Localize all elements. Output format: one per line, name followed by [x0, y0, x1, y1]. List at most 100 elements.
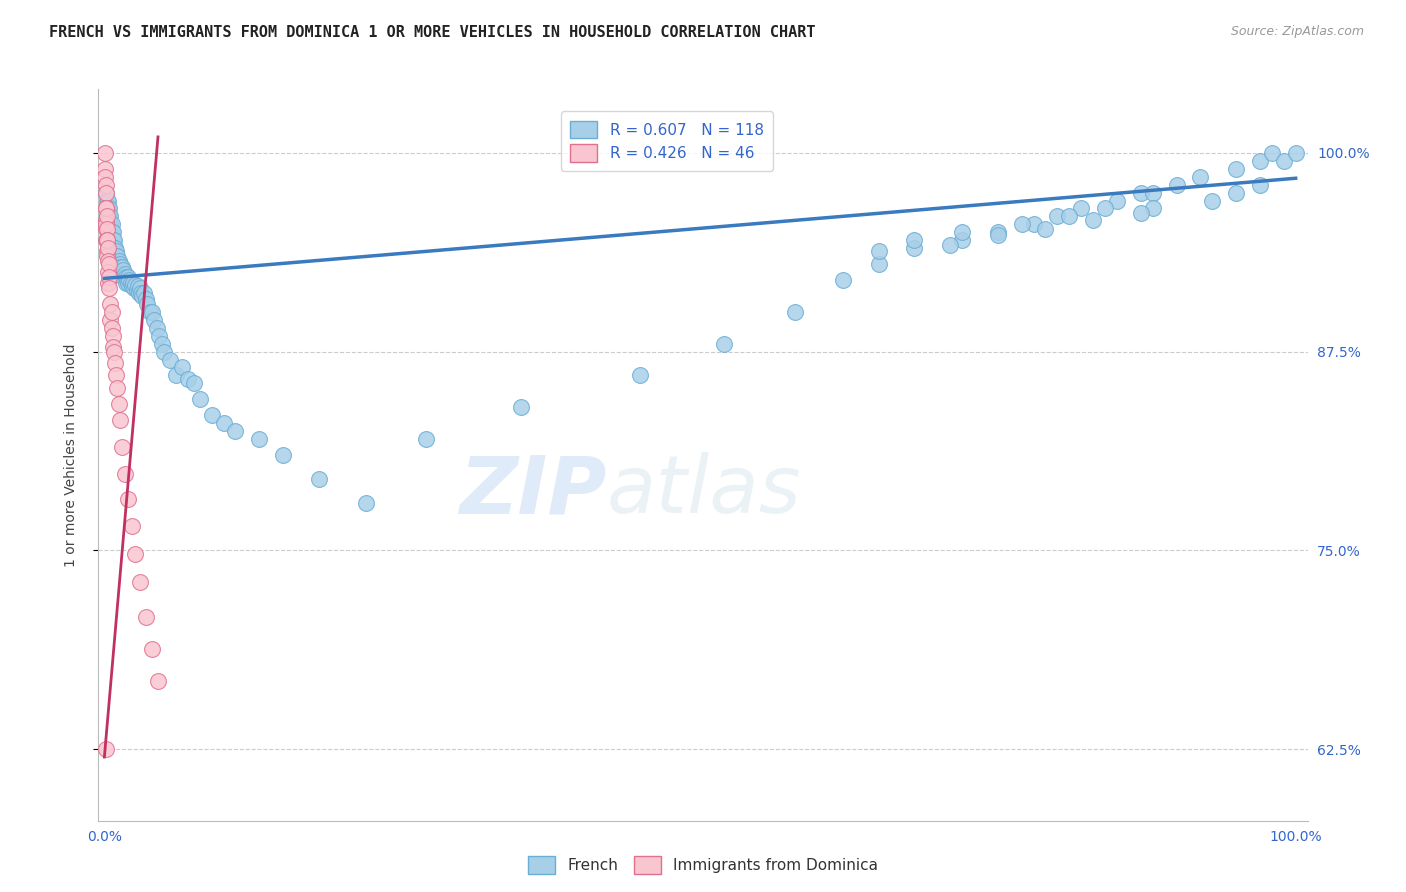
Point: [114, 267, 136, 281]
Point: [112, 269, 135, 284]
Point: [97, 218, 120, 232]
Point: [107, 260, 129, 275]
Point: [1070, 202, 1092, 216]
Legend: R = 0.607   N = 118, R = 0.426   N = 46: R = 0.607 N = 118, R = 0.426 N = 46: [561, 112, 773, 171]
Point: [94, 742, 117, 756]
Point: [114, 276, 136, 290]
Point: [117, 269, 139, 284]
Point: [94, 178, 117, 192]
Point: [114, 269, 136, 284]
Point: [132, 285, 155, 300]
Point: [94, 233, 117, 247]
Point: [1094, 202, 1116, 216]
Point: [105, 368, 128, 383]
Point: [271, 448, 294, 462]
Y-axis label: 1 or more Vehicles in Household: 1 or more Vehicles in Household: [63, 343, 77, 566]
Point: [1129, 186, 1152, 200]
Point: [950, 233, 973, 247]
Point: [510, 401, 533, 415]
Point: [98, 312, 121, 326]
Point: [100, 225, 122, 239]
Point: [98, 269, 121, 284]
Point: [111, 260, 134, 275]
Point: [183, 376, 205, 391]
Point: [114, 467, 136, 481]
Point: [415, 432, 437, 446]
Point: [100, 218, 122, 232]
Point: [950, 225, 973, 239]
Point: [120, 276, 142, 290]
Point: [785, 305, 807, 319]
Point: [101, 340, 124, 354]
Point: [177, 371, 200, 385]
Point: [1142, 202, 1164, 216]
Point: [1129, 206, 1152, 220]
Point: [96, 249, 118, 263]
Point: [96, 218, 118, 232]
Point: [97, 276, 120, 290]
Point: [100, 233, 122, 247]
Point: [112, 263, 135, 277]
Point: [129, 575, 152, 590]
Point: [146, 673, 169, 688]
Point: [101, 328, 124, 343]
Point: [1225, 161, 1247, 176]
Point: [1201, 194, 1223, 208]
Point: [98, 225, 121, 239]
Point: [97, 194, 120, 208]
Point: [1105, 194, 1128, 208]
Point: [148, 328, 170, 343]
Point: [135, 292, 157, 306]
Point: [104, 249, 127, 263]
Point: [987, 228, 1010, 243]
Point: [224, 424, 246, 438]
Point: [110, 260, 132, 275]
Point: [124, 547, 146, 561]
Point: [98, 281, 121, 295]
Point: [128, 285, 150, 300]
Point: [136, 297, 159, 311]
Point: [868, 244, 890, 259]
Point: [104, 241, 127, 255]
Point: [94, 169, 117, 184]
Point: [141, 305, 163, 319]
Point: [121, 279, 143, 293]
Point: [98, 202, 121, 216]
Point: [143, 312, 166, 326]
Point: [1022, 218, 1045, 232]
Point: [105, 244, 128, 259]
Text: atlas: atlas: [606, 452, 801, 531]
Point: [98, 297, 121, 311]
Point: [103, 344, 125, 359]
Point: [135, 610, 157, 624]
Point: [165, 368, 187, 383]
Point: [98, 218, 121, 232]
Point: [103, 241, 125, 255]
Point: [107, 381, 129, 395]
Point: [94, 202, 117, 216]
Point: [94, 186, 117, 200]
Point: [1261, 145, 1284, 160]
Point: [987, 225, 1010, 239]
Point: [630, 368, 652, 383]
Point: [1059, 210, 1081, 224]
Point: [131, 285, 153, 300]
Point: [1046, 210, 1069, 224]
Point: [108, 265, 131, 279]
Point: [115, 273, 138, 287]
Point: [100, 305, 122, 319]
Point: [108, 257, 131, 271]
Point: [1189, 169, 1212, 184]
Point: [94, 222, 117, 236]
Point: [117, 492, 139, 507]
Point: [97, 254, 120, 268]
Point: [96, 194, 118, 208]
Point: [101, 233, 124, 247]
Point: [97, 202, 120, 216]
Point: [96, 244, 118, 259]
Point: [97, 265, 120, 279]
Point: [96, 202, 118, 216]
Point: [97, 210, 120, 224]
Point: [96, 210, 118, 224]
Point: [713, 336, 735, 351]
